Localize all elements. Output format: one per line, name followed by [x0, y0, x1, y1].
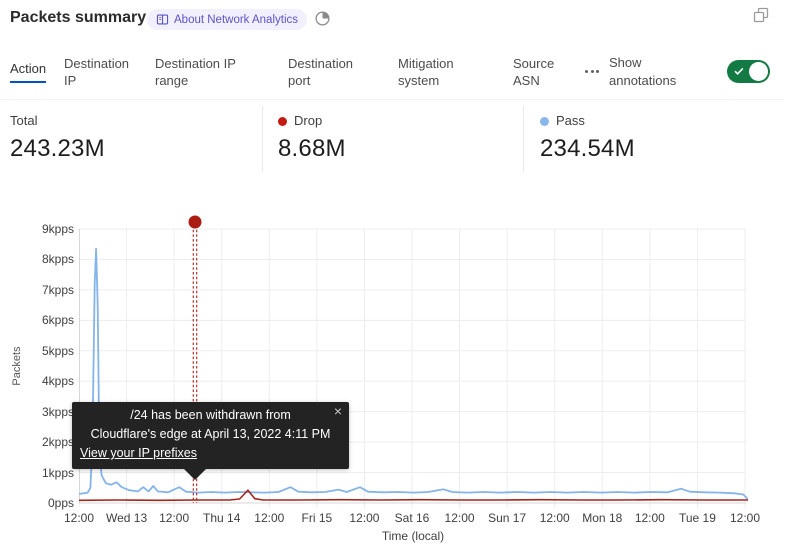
tab-destination-ip-range[interactable]: Destination IP range — [155, 55, 255, 89]
clock-icon[interactable] — [314, 10, 331, 27]
page-title: Packets summary — [10, 9, 147, 26]
y-tick-label: 7kpps — [41, 282, 74, 297]
y-tick-label: 1kpps — [41, 465, 74, 480]
annotation-tooltip: /24 has been withdrawn from Cloudflare's… — [72, 402, 349, 480]
x-tick-label: 12:00 — [63, 511, 95, 525]
tab-label: Mitigation system — [398, 55, 454, 88]
drop-legend-dot — [278, 116, 287, 126]
x-tick-label: 12:00 — [539, 511, 570, 525]
x-tick-label: Sat 16 — [394, 511, 430, 525]
x-tick-label: Mon 18 — [582, 511, 623, 525]
summary-stats: Total 243.23M Drop 8.68M Pass 234.54M — [0, 101, 785, 176]
toggle-knob — [749, 62, 768, 81]
x-tick-label: Wed 13 — [105, 511, 148, 525]
y-tick-label: 2kpps — [41, 435, 74, 450]
tab-label: Destination IP range — [155, 55, 236, 88]
x-tick-label: Tue 19 — [678, 511, 716, 525]
x-tick-label: 12:00 — [634, 511, 665, 525]
stat-value: 243.23M — [10, 135, 105, 162]
overflow-menu-icon[interactable] — [585, 70, 599, 73]
tab-label: Destination port — [288, 55, 354, 88]
popout-icon[interactable] — [753, 7, 769, 23]
pass-legend-dot — [540, 116, 549, 126]
stat-card-total: Total 243.23M — [10, 101, 262, 176]
stat-value: 234.54M — [540, 135, 635, 162]
x-tick-label: 12:00 — [349, 511, 380, 525]
stats-divider — [523, 106, 524, 172]
tab-label: Action — [10, 60, 47, 83]
tab-label: Source ASN — [513, 55, 555, 88]
pass-line — [79, 247, 748, 500]
drop-line — [79, 489, 748, 502]
tooltip-text-line2: Cloudflare's edge at April 13, 2022 4:11… — [90, 427, 331, 441]
show-annotations-toggle[interactable] — [727, 60, 770, 83]
x-tick-label: 12:00 — [444, 511, 475, 525]
x-tick-label: Fri 15 — [301, 511, 333, 525]
x-tick-label: 12:00 — [254, 511, 285, 525]
y-tick-label: 6kpps — [41, 313, 74, 328]
badge-label: About Network Analytics — [174, 13, 299, 26]
tab-mitigation-system[interactable]: Mitigation system — [398, 55, 480, 89]
book-icon — [156, 14, 169, 25]
x-tick-label: Sun 17 — [488, 511, 527, 525]
tab-destination-port[interactable]: Destination port — [288, 55, 374, 89]
y-tick-label: 8kpps — [41, 252, 74, 267]
y-tick-label: 0pps — [47, 496, 74, 510]
stat-card-drop: Drop 8.68M — [263, 101, 523, 176]
show-annotations-label: Show annotations — [609, 54, 677, 88]
x-tick-label: 12:00 — [729, 511, 761, 525]
x-axis-title: Time (local) — [381, 529, 445, 543]
tab-label: Destination IP — [64, 55, 130, 88]
annotation-dot[interactable] — [188, 215, 202, 229]
dimension-tabs: Action Destination IP Destination IP range… — [0, 44, 785, 100]
about-network-analytics-badge[interactable]: About Network Analytics — [147, 9, 308, 30]
check-icon — [734, 67, 744, 75]
stat-value: 8.68M — [278, 135, 346, 162]
y-tick-label: 9kpps — [41, 222, 74, 236]
stat-label: Total — [10, 113, 38, 128]
close-icon[interactable]: × — [333, 403, 342, 419]
x-tick-label: Thu 14 — [203, 511, 241, 525]
tab-action[interactable]: Action — [10, 60, 54, 83]
tooltip-pointer — [184, 469, 206, 480]
stat-label: Pass — [556, 113, 585, 128]
y-tick-label: 4kpps — [41, 374, 74, 389]
y-tick-label: 3kpps — [41, 404, 74, 419]
x-tick-label: 12:00 — [159, 511, 190, 525]
tooltip-text-line1: /24 has been withdrawn from — [130, 408, 291, 422]
stats-divider — [262, 106, 263, 172]
stat-label: Drop — [294, 113, 323, 128]
y-tick-label: 5kpps — [41, 343, 74, 358]
view-ip-prefixes-link[interactable]: View your IP prefixes — [80, 446, 197, 460]
tab-source-asn[interactable]: Source ASN — [513, 55, 565, 89]
tab-destination-ip[interactable]: Destination IP — [64, 55, 138, 89]
stat-card-pass: Pass 234.54M — [524, 101, 754, 176]
